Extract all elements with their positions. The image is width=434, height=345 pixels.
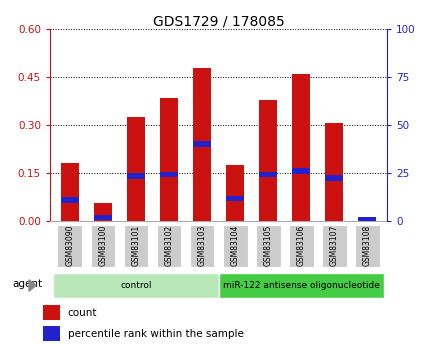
Bar [358, 217, 375, 223]
Title: GDS1729 / 178085: GDS1729 / 178085 [152, 14, 284, 28]
FancyBboxPatch shape [255, 225, 280, 267]
FancyBboxPatch shape [90, 225, 115, 267]
Text: count: count [68, 308, 97, 318]
Bar [43, 305, 60, 320]
Text: control: control [120, 281, 151, 290]
FancyBboxPatch shape [321, 225, 346, 267]
Bar [127, 173, 145, 179]
FancyBboxPatch shape [123, 225, 148, 267]
FancyBboxPatch shape [288, 225, 313, 267]
Polygon shape [29, 280, 36, 291]
Bar [193, 68, 210, 221]
FancyBboxPatch shape [354, 225, 379, 267]
Bar [61, 164, 79, 221]
Text: miR-122 antisense oligonucleotide: miR-122 antisense oligonucleotide [222, 281, 379, 290]
FancyBboxPatch shape [156, 225, 181, 267]
Text: GSM83107: GSM83107 [329, 225, 338, 266]
FancyBboxPatch shape [222, 225, 247, 267]
Text: GSM83108: GSM83108 [362, 225, 371, 266]
FancyBboxPatch shape [218, 273, 383, 298]
Bar [325, 124, 342, 221]
Text: GSM83104: GSM83104 [230, 225, 239, 266]
Bar [94, 215, 112, 220]
Text: GSM83103: GSM83103 [197, 225, 206, 266]
FancyBboxPatch shape [57, 225, 82, 267]
FancyBboxPatch shape [53, 273, 218, 298]
Bar [292, 74, 309, 221]
Bar [160, 98, 178, 221]
Bar [358, 219, 375, 221]
FancyBboxPatch shape [189, 225, 214, 267]
Bar [292, 168, 309, 174]
Bar [226, 165, 243, 221]
Bar [43, 326, 60, 342]
Text: percentile rank within the sample: percentile rank within the sample [68, 329, 243, 339]
Text: GSM83090: GSM83090 [65, 225, 74, 266]
Bar [259, 99, 276, 221]
Bar [160, 172, 178, 177]
Text: GSM83100: GSM83100 [98, 225, 107, 266]
Text: GSM83106: GSM83106 [296, 225, 305, 266]
Text: GSM83102: GSM83102 [164, 225, 173, 266]
Bar [226, 196, 243, 201]
Bar [61, 197, 79, 203]
Text: GSM83101: GSM83101 [131, 225, 140, 266]
Bar [193, 141, 210, 147]
Text: agent: agent [13, 279, 43, 289]
Bar [259, 172, 276, 177]
Bar [127, 117, 145, 221]
Bar [325, 175, 342, 180]
Bar [94, 203, 112, 221]
Text: GSM83105: GSM83105 [263, 225, 272, 266]
